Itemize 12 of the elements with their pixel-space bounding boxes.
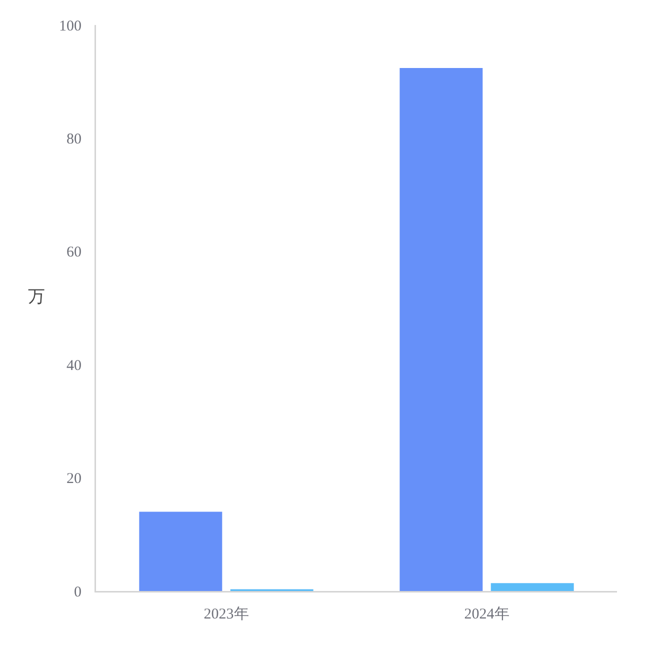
y-tick-label: 40 [66,358,82,374]
y-tick-label: 80 [66,131,82,148]
bar [490,583,574,591]
y-axis-title: 万 [28,287,45,307]
y-tick-label: 60 [66,244,82,261]
x-tick-label: 2024年 [464,606,510,622]
x-tick-label: 2023年 [204,606,249,622]
y-tick-label: 20 [66,471,82,488]
bar [400,68,483,591]
y-tick-label: 0 [74,584,82,600]
bar [139,512,222,591]
y-tick-label: 100 [59,18,82,34]
